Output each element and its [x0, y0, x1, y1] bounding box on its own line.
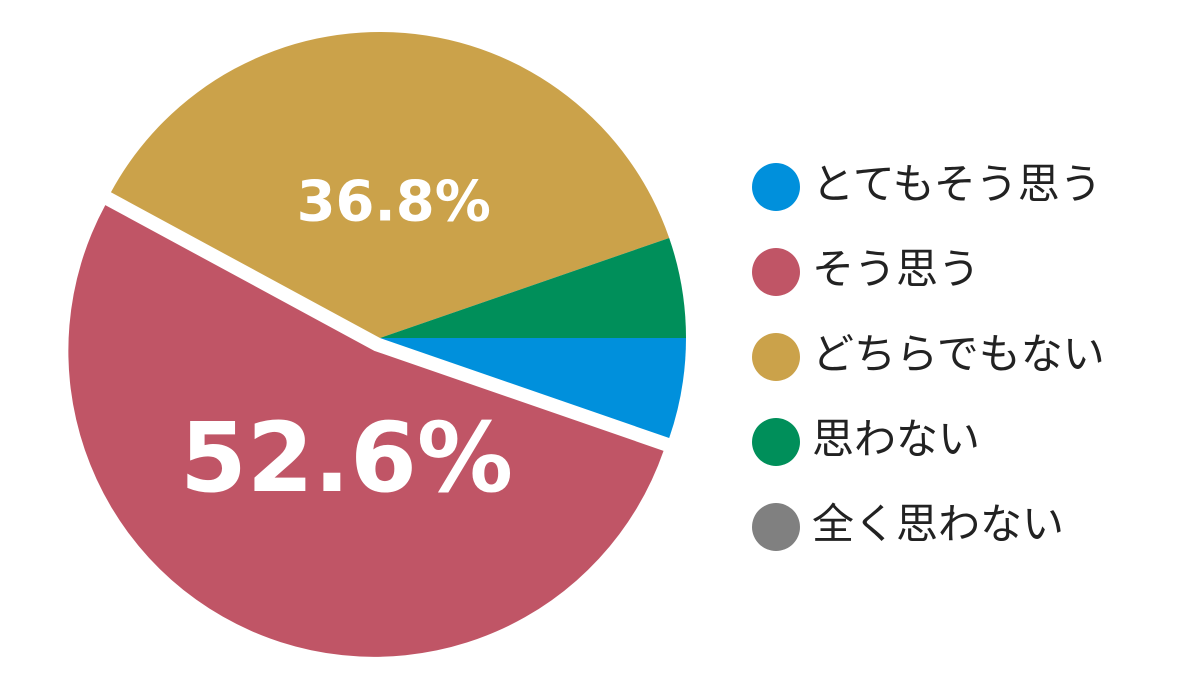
pie-slice [380, 338, 686, 439]
legend-label: どちらでもない [812, 330, 1105, 379]
legend-swatch [752, 248, 800, 296]
legend-swatch [752, 333, 800, 381]
legend-label: 思わない [812, 415, 980, 464]
pie-slice [380, 237, 686, 338]
legend-swatch [752, 503, 800, 551]
pie-slice [68, 205, 664, 657]
legend-label: そう思う [812, 245, 980, 294]
legend-swatch [752, 418, 800, 466]
pie-slice [110, 31, 670, 338]
legend-label: 全く思わない [812, 500, 1064, 549]
data-label: 36.8% [297, 169, 491, 234]
data-label: 52.6% [180, 402, 513, 514]
legend-label: とてもそう思う [812, 160, 1102, 209]
legend-swatch [752, 163, 800, 211]
